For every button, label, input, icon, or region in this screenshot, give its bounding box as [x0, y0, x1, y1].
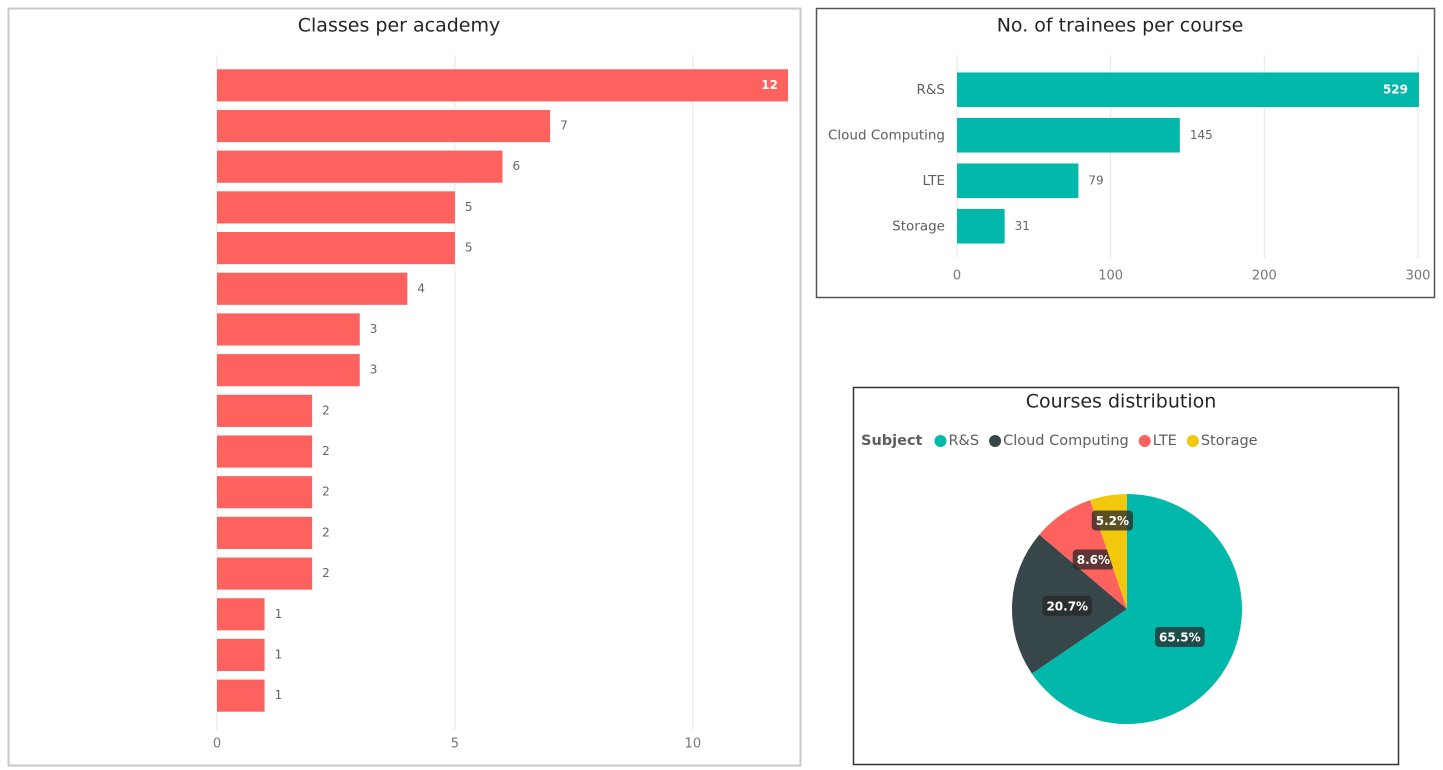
chart-title: Classes per academy: [298, 15, 500, 37]
data-label-bg: [1042, 595, 1093, 616]
x-tick-label: 300: [1406, 269, 1431, 284]
data-label: 2: [322, 403, 330, 417]
y-tick-label: Cloud Computing: [828, 127, 945, 143]
data-label: 2: [322, 566, 330, 580]
x-tick-label: 0: [953, 269, 961, 284]
pie-slice: [1031, 494, 1243, 724]
bar: [957, 208, 1005, 244]
bars: [217, 69, 788, 712]
chart-title: Courses distribution: [1026, 391, 1217, 413]
bar: [217, 435, 313, 468]
data-label: 12: [761, 78, 778, 92]
data-label: 145: [1190, 128, 1213, 142]
data-label: 1: [275, 688, 283, 702]
legend-title: Subject: [861, 433, 923, 449]
data-label: 7: [560, 119, 568, 133]
bar: [957, 163, 1079, 199]
data-label-bg: [1091, 510, 1134, 531]
x-tick-label: 10: [685, 737, 702, 752]
data-label: 3: [370, 322, 378, 336]
chart-title: No. of trainees per course: [997, 15, 1244, 37]
y-tick-label: R&S: [917, 82, 945, 98]
bar: [217, 272, 408, 305]
bar: [217, 638, 265, 672]
data-label: 2: [322, 525, 330, 539]
data-label-bg: [1072, 549, 1115, 570]
data-label: 6: [513, 159, 521, 173]
data-label: 2: [322, 485, 330, 499]
bar: [217, 150, 503, 183]
data-label: 1: [275, 647, 283, 661]
bar: [217, 394, 313, 427]
bar: [217, 191, 455, 224]
legend-swatch: [1138, 435, 1151, 447]
data-label: 3: [370, 363, 378, 377]
legend-label: LTE: [1153, 433, 1177, 449]
data-label: 529: [1383, 82, 1408, 96]
bar: [217, 598, 265, 631]
legend-label: Cloud Computing: [1003, 433, 1129, 449]
y-tick-label: LTE: [923, 173, 945, 189]
x-tick-label: 5: [451, 737, 459, 752]
bar: [217, 354, 360, 387]
bar: [217, 476, 313, 509]
data-label: 65.5%: [1159, 630, 1201, 644]
data-label: 4: [417, 281, 425, 295]
bar: [957, 72, 1419, 108]
data-label: 20.7%: [1046, 599, 1088, 613]
bar: [217, 557, 313, 590]
panel: [815, 7, 1436, 299]
bars: [957, 72, 1419, 244]
legend-swatch: [989, 435, 1002, 447]
data-label: 5: [465, 200, 473, 214]
x-tick-label: 0: [213, 737, 221, 752]
x-tick-label: 100: [1098, 269, 1123, 284]
data-label: 79: [1088, 173, 1103, 187]
bar: [217, 232, 455, 265]
bar: [217, 679, 265, 712]
legend-swatch: [1186, 435, 1199, 447]
data-label: 8.6%: [1077, 553, 1110, 567]
bar: [217, 69, 788, 102]
y-tick-label: Storage: [892, 218, 945, 234]
data-label: 31: [1015, 219, 1030, 233]
data-label: 5: [465, 241, 473, 255]
legend-label: Storage: [1201, 433, 1258, 449]
legend-swatch: [934, 435, 947, 447]
bar: [217, 516, 313, 549]
x-tick-label: 200: [1252, 269, 1277, 284]
data-label: 1: [275, 607, 283, 621]
data-label-bg: [1155, 626, 1205, 647]
legend-label: R&S: [948, 433, 979, 449]
bar: [217, 109, 551, 143]
bar: [957, 117, 1180, 153]
data-label: 5.2%: [1096, 514, 1129, 528]
bar: [217, 313, 360, 346]
data-label: 2: [322, 444, 330, 458]
